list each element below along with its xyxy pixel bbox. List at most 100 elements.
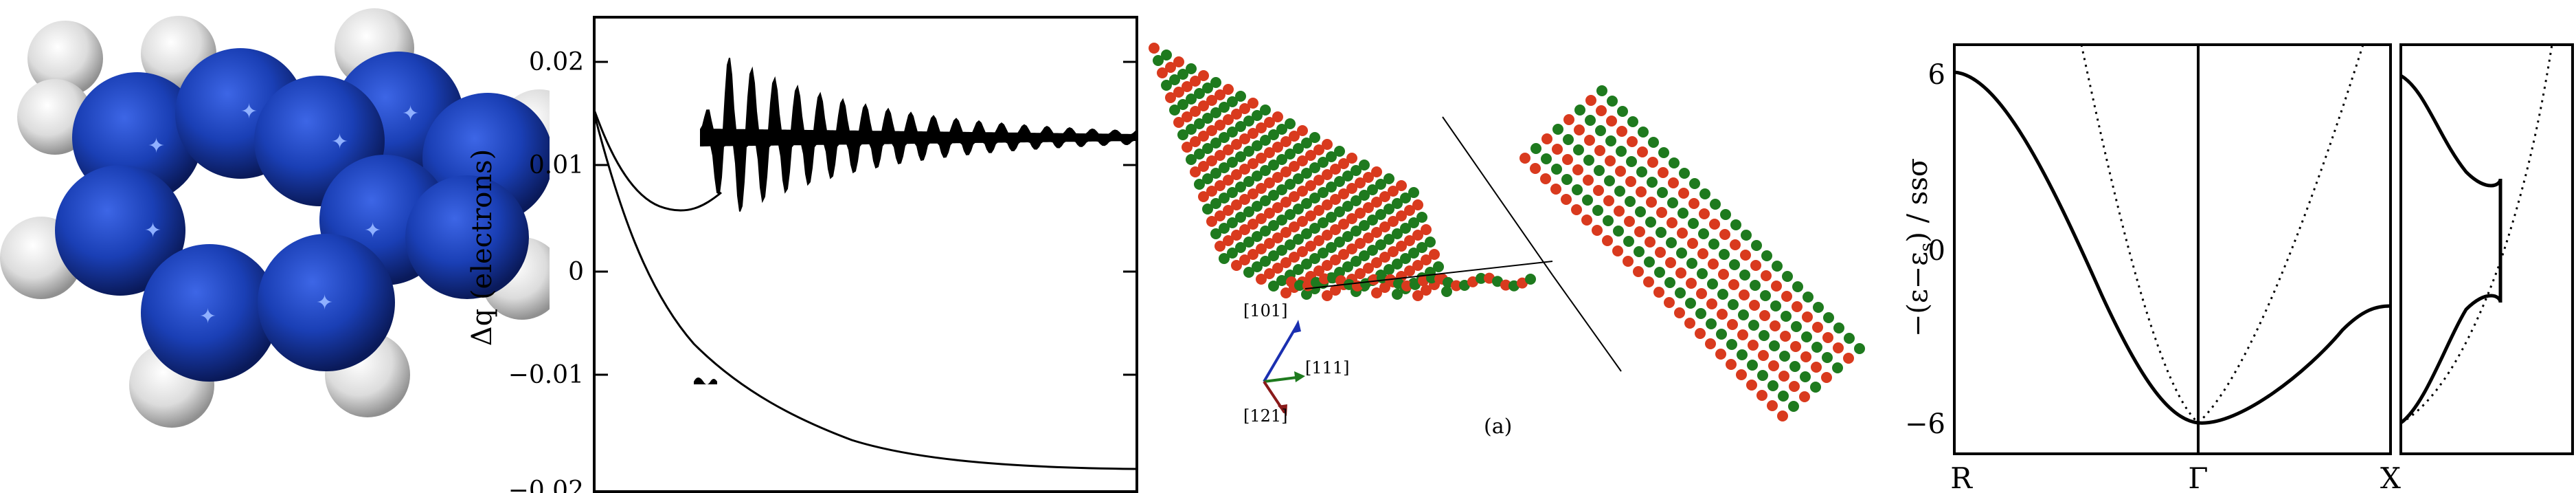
lattice-atom xyxy=(1612,245,1623,256)
lattice-atom xyxy=(1301,138,1312,149)
lattice-atom xyxy=(1584,135,1595,146)
lattice-atom xyxy=(1219,193,1230,204)
lattice-atom xyxy=(1699,188,1710,199)
lattice-atom xyxy=(1706,318,1717,329)
lattice-atom xyxy=(1313,144,1324,155)
lattice-atom xyxy=(1190,136,1201,147)
lattice-atom xyxy=(1256,243,1267,254)
lattice-atom xyxy=(1330,285,1341,296)
lattice-atom xyxy=(1210,168,1221,179)
lattice-atom xyxy=(1616,146,1627,157)
lattice-atom xyxy=(1375,209,1386,220)
lattice-atom xyxy=(1676,248,1687,259)
lattice-atom xyxy=(1239,164,1250,175)
lattice-atom xyxy=(1746,380,1757,391)
lattice-atom xyxy=(1573,144,1584,155)
lattice-atom xyxy=(1359,250,1370,261)
lattice-atom xyxy=(1433,261,1444,272)
lattice-atom xyxy=(1759,330,1770,341)
lattice-atom xyxy=(1627,116,1638,127)
lattice-atom xyxy=(1624,216,1635,227)
lattice-atom xyxy=(1421,285,1432,296)
lattice-atom xyxy=(1198,131,1209,142)
lattice-atom xyxy=(1252,261,1263,272)
lattice-atom xyxy=(1739,289,1750,300)
lattice-atom xyxy=(1623,256,1634,267)
lattice-atom xyxy=(1247,128,1258,139)
lattice-atom xyxy=(1227,187,1238,198)
lattice-atom xyxy=(1392,259,1403,270)
lattice-atom xyxy=(1767,400,1778,411)
lattice-atom xyxy=(1658,147,1669,158)
lattice-atom xyxy=(1264,238,1275,249)
lattice-atom xyxy=(1747,360,1758,371)
lattice-atom xyxy=(1342,201,1353,212)
lattice-atom xyxy=(1264,177,1275,188)
lattice-atom xyxy=(1280,287,1291,298)
lattice-atom xyxy=(1334,206,1345,217)
lattice-atom xyxy=(1792,301,1803,312)
svg-text:✦: ✦ xyxy=(402,102,419,126)
lattice-atom xyxy=(1421,224,1432,235)
lattice-atom xyxy=(1592,205,1603,216)
lattice-atom xyxy=(1585,95,1596,106)
lattice-atom xyxy=(1635,206,1646,217)
dos-solid xyxy=(2399,74,2502,425)
lattice-atom xyxy=(1231,109,1242,120)
lattice-atom xyxy=(1268,190,1279,201)
crystal-axes xyxy=(1263,320,1305,416)
lattice-atom xyxy=(1227,96,1238,107)
lattice-atom xyxy=(1530,163,1541,174)
lattice-boundary-lines xyxy=(1304,116,1622,372)
lattice-atom xyxy=(1801,331,1812,342)
lattice-atom xyxy=(1412,290,1423,301)
lattice-atom xyxy=(1581,215,1592,226)
lattice-atom xyxy=(1260,195,1271,206)
lattice-atom xyxy=(1297,186,1308,197)
lattice-atom xyxy=(1214,210,1225,221)
dos-free-electron xyxy=(2400,44,2553,424)
lattice-atom xyxy=(1699,208,1710,219)
lattice-atom xyxy=(1294,280,1305,291)
lattice-atom xyxy=(1667,217,1677,228)
lattice-atom xyxy=(1561,194,1572,205)
lattice-atom xyxy=(1355,208,1366,219)
lattice-atom xyxy=(1363,263,1374,274)
lattice-atom xyxy=(1177,99,1188,110)
lattice-atom xyxy=(1677,228,1688,239)
lattice-atom xyxy=(1410,278,1421,290)
lattice-atom xyxy=(1256,183,1267,194)
band-solid xyxy=(1954,70,2391,425)
lattice-atom xyxy=(1359,190,1370,201)
lattice-atom xyxy=(1741,230,1752,241)
lattice-atom xyxy=(1636,166,1647,177)
lattice-atom xyxy=(1408,217,1419,228)
lattice-atom xyxy=(1223,84,1234,95)
lattice-atom xyxy=(1173,117,1184,128)
lattice-atom xyxy=(1231,199,1242,210)
lattice-atom xyxy=(1719,249,1730,260)
lattice-atom xyxy=(1301,228,1312,239)
lattice-atom xyxy=(1379,282,1390,293)
lattice-atom xyxy=(1551,164,1562,175)
y-tick-label: −0.01 xyxy=(508,361,584,389)
lattice-atom xyxy=(1675,287,1686,298)
lattice-atom xyxy=(1383,204,1394,215)
lattice-atom xyxy=(1252,110,1263,121)
lattice-atom xyxy=(1822,352,1833,363)
lattice-atom xyxy=(1646,197,1657,208)
lattice-atom xyxy=(1351,256,1362,267)
lattice-atom xyxy=(1451,280,1462,292)
lattice-atom xyxy=(1293,173,1304,184)
lattice-atom xyxy=(1540,173,1551,184)
lattice-atom xyxy=(1335,275,1346,287)
molecule-panel: ✦ ✦ ✦ ✦ ✦ ✦ ✦ ✦ xyxy=(0,8,550,428)
y-tick-label: −0.02 xyxy=(508,476,584,493)
lattice-atom xyxy=(1289,252,1300,263)
lattice-atom xyxy=(1800,371,1811,382)
lattice-atom xyxy=(1614,186,1625,197)
lattice-atom xyxy=(1767,380,1778,391)
lattice-atom xyxy=(1383,234,1394,245)
lattice-atom xyxy=(1363,232,1374,243)
lattice-atom xyxy=(1260,256,1271,267)
